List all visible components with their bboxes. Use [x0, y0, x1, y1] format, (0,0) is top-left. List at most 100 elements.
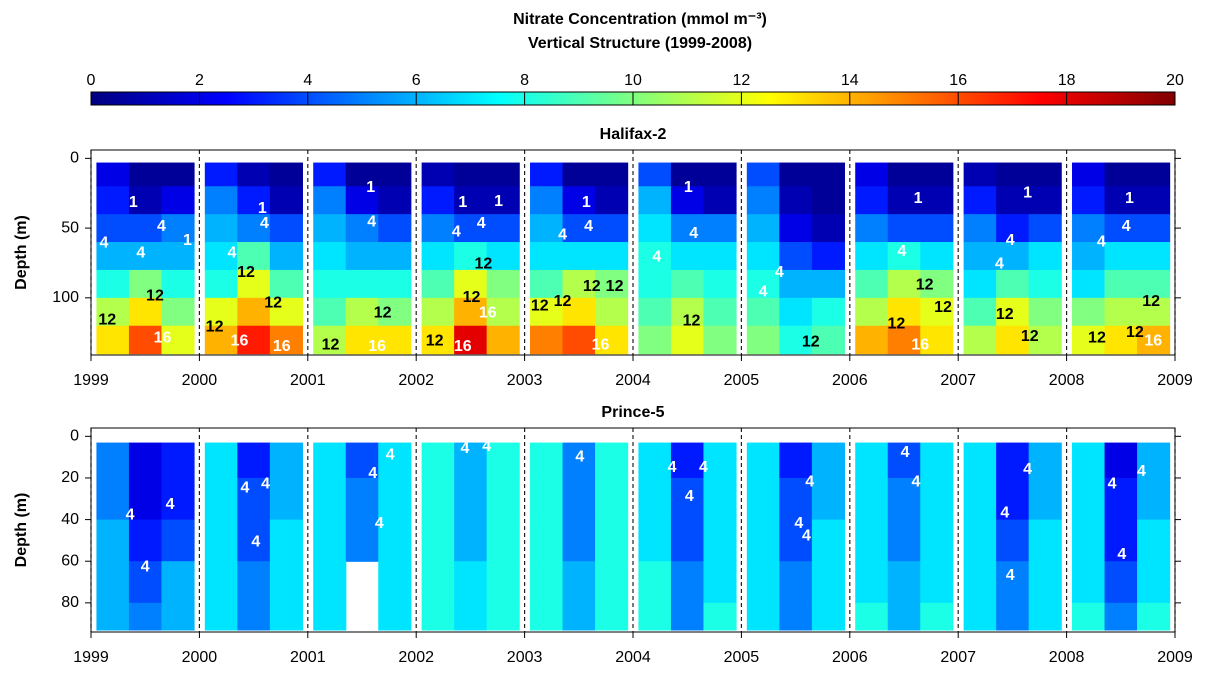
heatmap-cell — [1028, 602, 1062, 631]
heatmap-cell — [746, 519, 780, 562]
heatmap-cell — [1104, 325, 1138, 355]
heatmap-cell — [313, 561, 347, 604]
contour-label: 4 — [685, 488, 694, 505]
heatmap-cell — [204, 519, 238, 562]
x-tick-label: 2005 — [724, 372, 760, 389]
heatmap-cell — [530, 519, 564, 562]
heatmap-cell — [530, 162, 564, 187]
heatmap-cell — [161, 477, 195, 521]
panel-title: Halifax-2 — [600, 126, 667, 143]
heatmap-cell — [1028, 442, 1062, 479]
y-axis-label: Depth (m) — [13, 215, 30, 290]
heatmap-cell — [161, 297, 195, 327]
heatmap-cell — [269, 325, 303, 355]
heatmap-cell — [237, 602, 271, 631]
contour-label: 4 — [1006, 567, 1015, 584]
contour-label: 4 — [901, 444, 910, 461]
x-tick-label: 2002 — [398, 649, 434, 666]
heatmap-cell — [779, 325, 813, 355]
heatmap-cell — [96, 269, 130, 299]
heatmap-cell — [779, 242, 813, 271]
contour-label: 4 — [141, 559, 150, 576]
heatmap-cell — [237, 162, 271, 187]
contour-label: 12 — [1142, 293, 1160, 310]
contour-label: 4 — [699, 459, 708, 476]
heatmap-cell — [920, 242, 954, 271]
heatmap-cell — [454, 214, 488, 243]
heatmap-cell — [963, 242, 997, 271]
heatmap-cell — [562, 325, 596, 355]
heatmap-cell — [237, 186, 271, 215]
heatmap-cell — [963, 442, 997, 479]
contour-label: 4 — [575, 448, 584, 465]
contour-label: 12 — [606, 278, 624, 295]
heatmap-cell — [1104, 519, 1138, 562]
heatmap-cell — [887, 519, 921, 562]
heatmap-cell — [855, 442, 889, 479]
heatmap-cell — [530, 186, 564, 215]
contour-label: 12 — [463, 289, 481, 306]
heatmap-cell — [1104, 214, 1138, 243]
contour-label: 12 — [802, 334, 820, 351]
heatmap-cell — [670, 297, 705, 327]
heatmap-cell — [128, 269, 163, 299]
heatmap-cell — [204, 477, 238, 521]
heatmap-cell — [237, 325, 271, 355]
heatmap-cell — [530, 561, 564, 604]
heatmap-cell — [530, 602, 564, 631]
heatmap-cell — [204, 242, 238, 271]
heatmap-cell — [670, 162, 705, 187]
heatmap-cell — [670, 269, 705, 299]
contour-label: 12 — [916, 276, 934, 293]
heatmap-cell — [421, 477, 455, 521]
heatmap-cell — [378, 519, 412, 562]
heatmap-cell — [920, 477, 954, 521]
heatmap-cell — [313, 325, 347, 355]
contour-label: 4 — [652, 249, 661, 266]
x-tick-label: 1999 — [73, 649, 109, 666]
heatmap-cell — [204, 297, 238, 327]
heatmap-cell — [595, 325, 629, 355]
heatmap-cell — [161, 442, 195, 479]
heatmap-cell — [96, 297, 130, 327]
contour-label: 12 — [264, 295, 282, 312]
heatmap-cell — [1072, 561, 1106, 604]
heatmap-cell — [486, 186, 520, 215]
heatmap-cell — [887, 297, 921, 327]
heatmap-cell — [313, 477, 347, 521]
contour-label: 16 — [479, 304, 497, 321]
heatmap-cell — [345, 297, 379, 327]
heatmap-cell — [595, 162, 629, 187]
heatmap-cell — [421, 561, 455, 604]
heatmap-cell — [779, 561, 813, 604]
heatmap-cell — [269, 561, 303, 604]
heatmap-cell — [1104, 477, 1138, 521]
contour-label: 16 — [231, 332, 249, 349]
heatmap-cell — [530, 242, 564, 271]
contour-label: 1 — [366, 179, 375, 196]
heatmap-cell — [237, 214, 271, 243]
heatmap-cell — [530, 269, 564, 299]
y-tick-label: 40 — [61, 511, 79, 528]
heatmap-cell — [1028, 561, 1062, 604]
x-tick-label: 2004 — [615, 372, 651, 389]
heatmap-cell — [855, 186, 889, 215]
x-tick-label: 2001 — [290, 649, 326, 666]
contour-label: 1 — [582, 194, 591, 211]
x-tick-label: 2009 — [1157, 649, 1193, 666]
heatmap-cell — [562, 269, 596, 299]
heatmap-cell — [1104, 269, 1138, 299]
heatmap-cell — [486, 162, 520, 187]
heatmap-cell — [1104, 561, 1138, 604]
heatmap-cell — [269, 242, 303, 271]
heatmap-cell — [1072, 325, 1106, 355]
heatmap-cell — [421, 442, 455, 479]
heatmap-cell — [887, 269, 921, 299]
heatmap-cell — [486, 297, 520, 327]
y-tick-label: 100 — [52, 289, 79, 306]
contour-label: 4 — [477, 215, 486, 232]
heatmap-cell — [670, 519, 705, 562]
contour-label: 4 — [452, 223, 461, 240]
heatmap-cell — [204, 186, 238, 215]
heatmap-cell — [161, 214, 195, 243]
